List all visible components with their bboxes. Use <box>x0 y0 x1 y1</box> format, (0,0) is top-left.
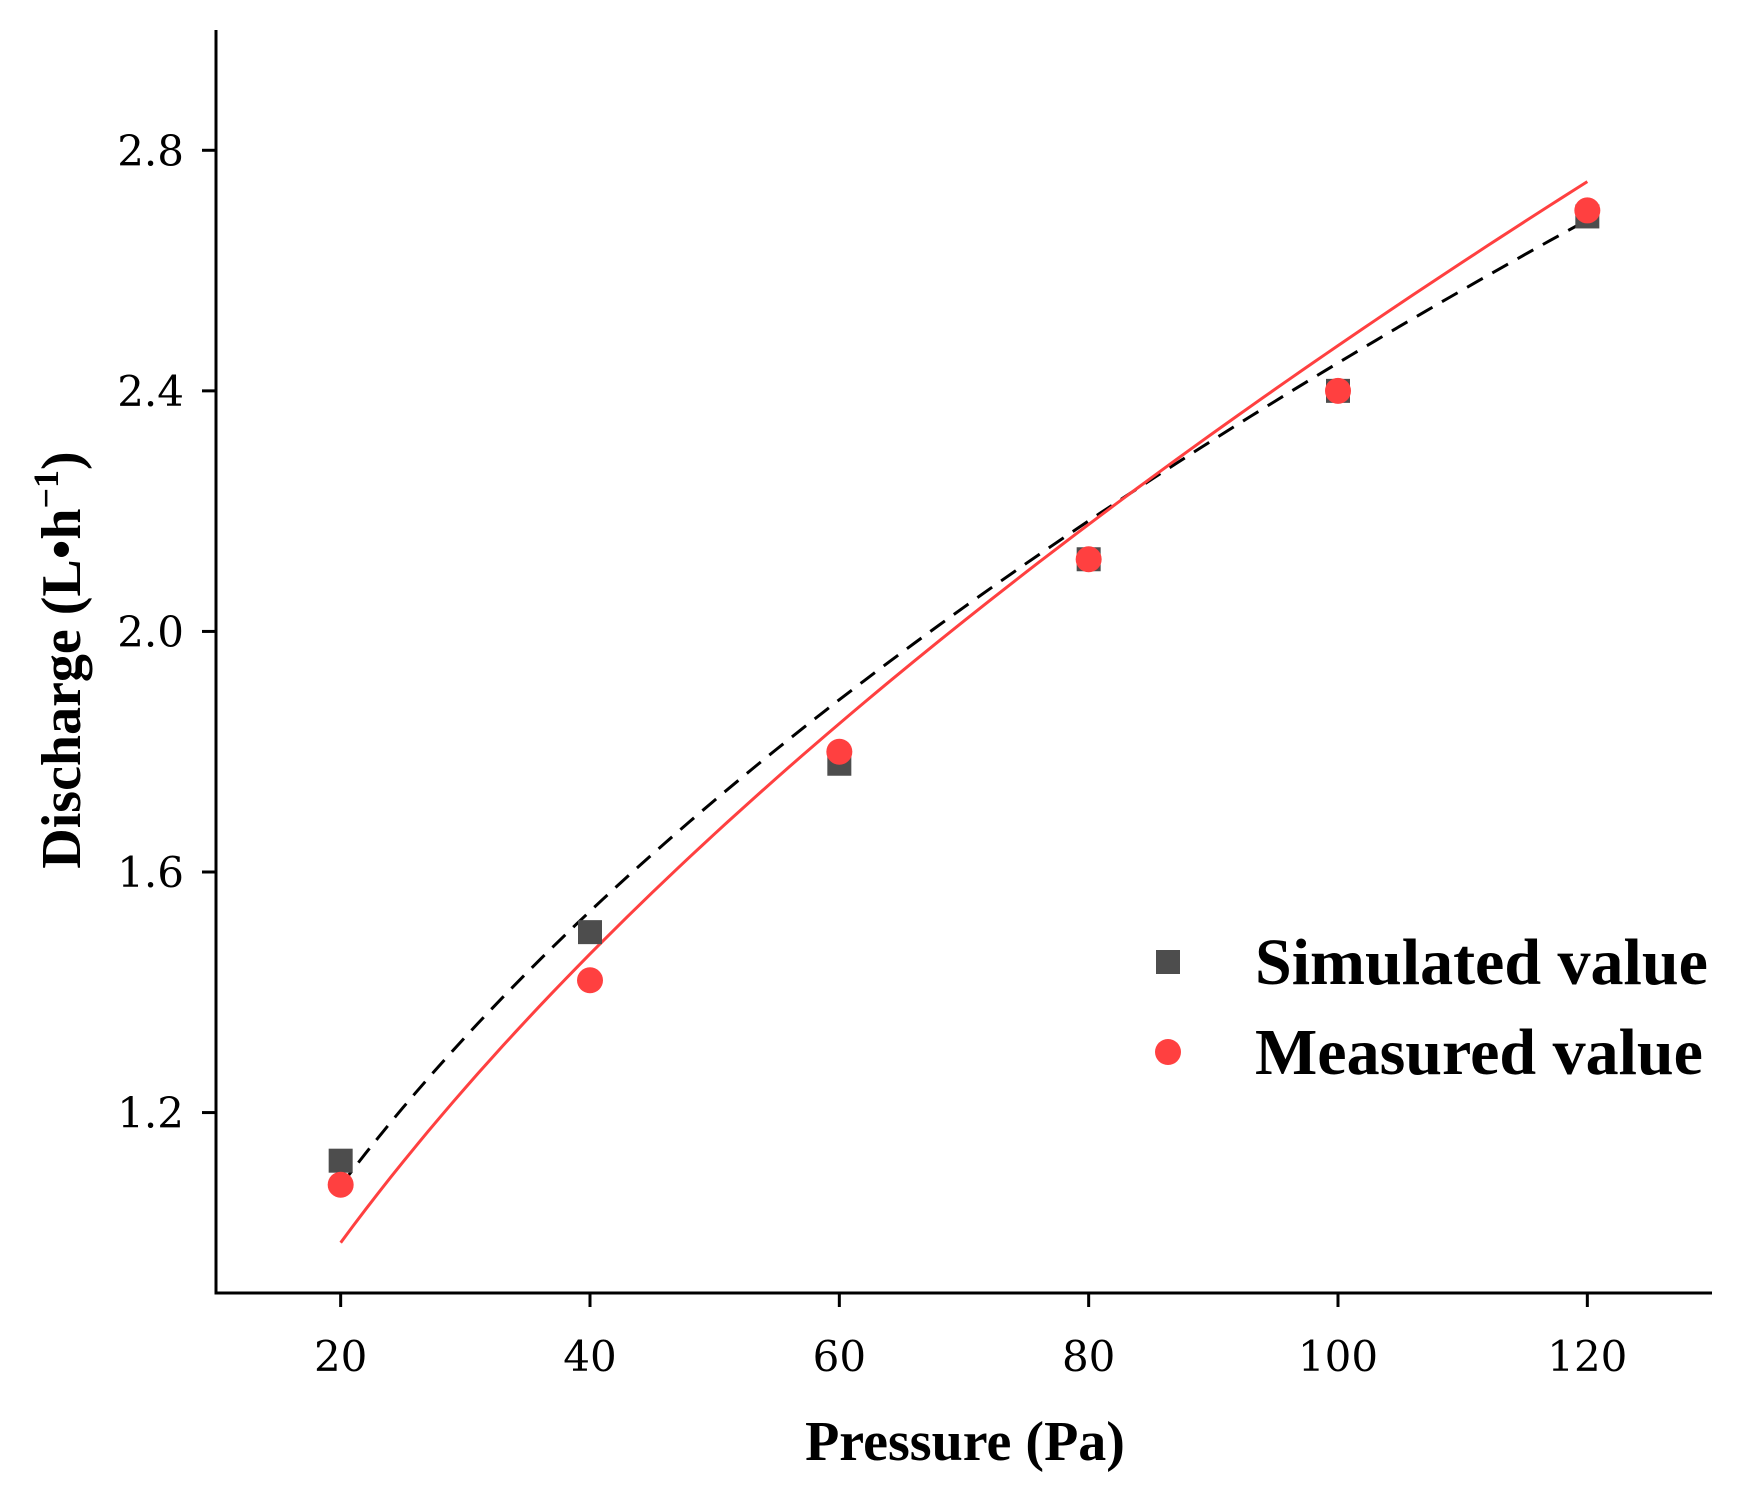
measured-value-point <box>1075 546 1102 573</box>
x-tick-label: 80 <box>1062 1332 1115 1381</box>
data-points <box>327 197 1601 1198</box>
y-axis-title: Discharge (L•h−1) <box>26 451 93 868</box>
y-axis-title-superscript: −1 <box>26 470 66 509</box>
simulated-value-point <box>328 1148 353 1173</box>
legend-swatch-measured <box>1155 1039 1181 1065</box>
fit-line-measured-value <box>339 180 1589 1244</box>
legend-label: Measured value <box>1255 1016 1703 1089</box>
y-tick-label: 2.8 <box>117 126 184 175</box>
measured-value-point <box>327 1171 354 1198</box>
y-axis-title-close: ) <box>31 451 93 470</box>
fit-lines <box>339 180 1589 1244</box>
x-tick-label: 60 <box>813 1332 866 1381</box>
legend-label: Simulated value <box>1255 926 1708 999</box>
y-tick-label: 1.2 <box>117 1089 184 1138</box>
measured-value-point <box>1325 377 1351 404</box>
y-tick-label: 1.6 <box>117 848 184 897</box>
x-tick-label: 40 <box>563 1332 616 1381</box>
measured-value-point <box>826 738 853 765</box>
y-axis-title-main: Discharge (L•h <box>31 508 93 868</box>
axes: 20 40 60 80 100 120 1.2 1.6 2.0 2.4 2.8 <box>117 30 1712 1381</box>
y-tick-label: 2.0 <box>117 607 184 656</box>
legend-swatch-simulated <box>1156 950 1180 974</box>
legend: Simulated value Measured value <box>1155 926 1708 1089</box>
y-tick-label: 2.4 <box>117 367 184 416</box>
x-tick-label: 20 <box>314 1332 367 1381</box>
simulated-value-point <box>578 920 602 945</box>
x-tick-label: 120 <box>1547 1332 1627 1381</box>
measured-value-point <box>1574 197 1601 224</box>
x-axis-title: Pressure (Pa) <box>805 1411 1125 1473</box>
measured-value-point <box>577 967 603 994</box>
fit-line-simulated-value <box>339 218 1589 1187</box>
x-tick-label: 100 <box>1298 1332 1378 1381</box>
